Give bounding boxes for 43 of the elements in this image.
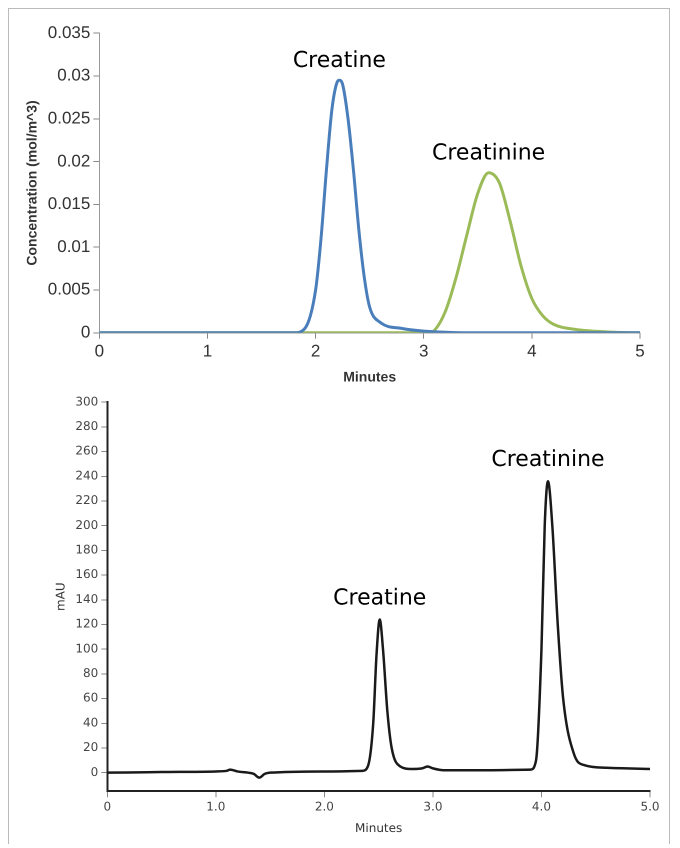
x-tick-label: 1.0 [206, 800, 226, 814]
y-tick-label: 200 [75, 518, 98, 532]
y-axis-title: Concentration (mol/m^3) [23, 100, 40, 266]
y-axis-title: mAU [53, 582, 68, 612]
y-tick-label: 180 [75, 542, 98, 557]
y-tick-label: 0.025 [48, 108, 90, 128]
y-tick-label: 300 [75, 394, 98, 408]
y-tick-label: 0.02 [57, 151, 90, 170]
series-label: Creatine [292, 48, 386, 73]
y-tick-label: 100 [75, 641, 98, 656]
y-tick-label: 140 [75, 592, 98, 606]
y-tick-label: 160 [75, 567, 98, 582]
annotation: Creatine [333, 585, 426, 610]
y-tick-label: 220 [75, 493, 98, 508]
y-tick-label: 260 [75, 444, 98, 458]
y-tick-label: 20 [83, 740, 98, 754]
x-tick-label: 0 [103, 800, 112, 814]
y-tick-label: 0.03 [57, 66, 90, 85]
y-tick-label: 240 [75, 468, 98, 482]
y-tick-label: 40 [83, 715, 98, 730]
x-tick-label: 1 [202, 342, 212, 361]
y-tick-label: 0.01 [57, 236, 90, 256]
x-tick-label: 3.0 [423, 800, 442, 814]
y-tick-label: 80 [83, 666, 98, 680]
x-tick-label: 4.0 [532, 800, 552, 814]
x-tick-label: 2 [310, 342, 320, 361]
x-axis-title: Minutes [343, 368, 396, 384]
x-axis-title: Minutes [355, 820, 402, 835]
y-tick-label: 0 [90, 764, 98, 779]
y-tick-label: 60 [83, 690, 98, 705]
y-tick-label: 120 [75, 616, 98, 631]
x-tick-label: 2.0 [314, 800, 334, 814]
x-tick-label: 4 [527, 342, 537, 361]
x-tick-label: 5.0 [640, 800, 660, 814]
x-tick-label: 3 [419, 342, 428, 361]
series-label: Creatinine [432, 140, 546, 166]
y-tick-label: 0.015 [48, 194, 90, 214]
y-tick-label: 0 [80, 322, 90, 342]
annotation: Creatinine [491, 446, 605, 472]
y-tick-label: 0.035 [48, 22, 90, 42]
y-tick-label: 0.005 [48, 280, 90, 299]
y-tick-label: 280 [75, 419, 98, 434]
x-tick-label: 5 [635, 342, 645, 361]
